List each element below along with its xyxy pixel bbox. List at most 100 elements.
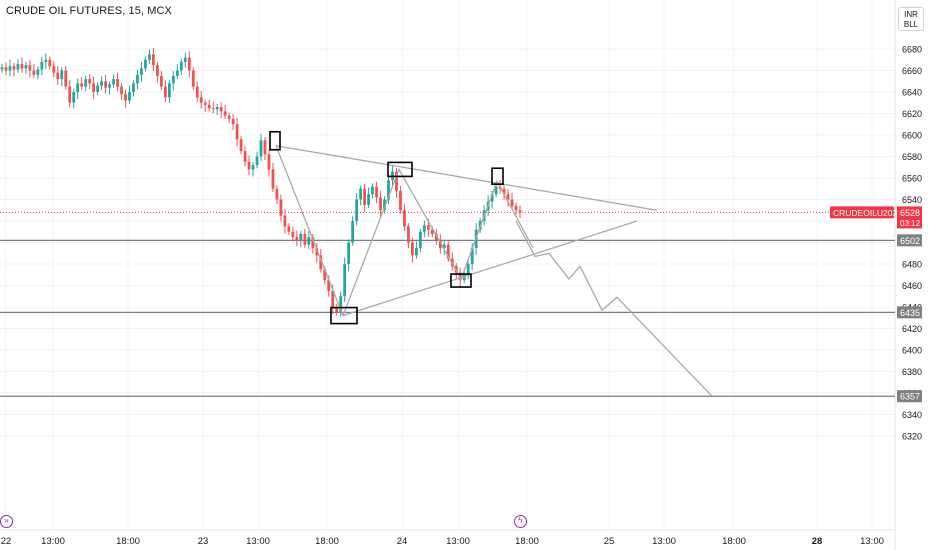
candle-body [64,70,68,87]
candle-body [24,65,28,69]
y-tick-label: 6560 [902,174,922,184]
candle-body [339,296,343,313]
candle-body [207,104,211,109]
candle-body [159,75,163,87]
candle-body [363,188,366,205]
currency-unit-button[interactable]: INR BLL [898,7,924,31]
candle-body [399,190,402,211]
candle-body [100,81,104,86]
candle-body [415,247,418,256]
candle-body [271,169,275,189]
candle-body [446,244,450,259]
x-tick-label: 24 [397,536,408,547]
level-price-tag [897,234,922,247]
candle-body [187,57,191,71]
candle-body [84,79,88,87]
level-price-tag [897,306,922,319]
candle-body [128,92,131,101]
candle-body [375,186,378,198]
x-tick-label: 22 [1,536,12,547]
candle-body [179,61,183,71]
candle-body [411,242,414,256]
candle-body [195,86,199,98]
pivot-high-2-box [387,161,413,178]
candle-body [502,188,506,195]
level-price-tag-label: 6502 [900,236,920,246]
candle-body [407,226,410,243]
candle-body [76,83,80,92]
candle-body [239,139,243,152]
candle-body [215,107,219,110]
candle-body [343,264,347,297]
current-price-tag [897,206,922,229]
candle-body [219,107,223,112]
candle-body [255,156,259,166]
level-price-tag-label: 6435 [900,308,920,318]
candle-body [506,194,510,200]
candle-body [510,199,514,206]
pivot-high-3-box [491,167,504,186]
x-tick-label: 13:00 [41,536,65,547]
y-tick-label: 6320 [902,432,922,442]
lightning-icon[interactable]: ϟ [514,515,527,528]
candle-body [518,210,522,213]
pivot-low-2-box [450,273,472,288]
candle-body [379,197,382,211]
candle-body [211,108,215,110]
candle-body [80,83,84,87]
pivot-high-1-box [269,130,281,151]
x-tick-label: 18:00 [722,536,746,547]
y-tick-label: 6600 [902,131,922,141]
y-tick-label: 6540 [902,195,922,205]
candle-body [283,215,287,227]
x-tick-label: 13:00 [246,536,270,547]
double-chevron-icon[interactable]: » [0,515,13,528]
candle-body [490,194,494,202]
candle-body [92,83,96,92]
countdown-label: 03:12 [900,219,921,228]
candle-body [418,231,422,248]
y-tick-label: 6680 [902,45,922,55]
chart-title: CRUDE OIL FUTURES, 15, MCX [6,5,172,17]
candle-body [0,67,4,70]
candle-body [163,86,167,98]
x-tick-label: 13:00 [860,536,884,547]
candle-body [20,64,24,69]
candle-body [28,65,32,71]
candle-body [438,240,442,248]
candle-body [347,242,351,264]
candle-body [56,72,60,80]
candle-body [466,264,470,275]
x-tick-label: 25 [604,536,615,547]
candle-body [494,186,498,195]
candle-body [167,83,171,98]
candle-body [108,84,111,88]
candle-body [152,54,155,66]
candle-body [32,70,36,75]
y-tick-label: 6460 [902,281,922,291]
y-tick-label: 6640 [902,88,922,98]
candle-body [267,154,271,170]
candle-body [183,57,187,62]
candle-body [430,229,434,234]
candle-body [16,64,20,70]
candle-body [156,65,159,76]
candle-body [295,237,299,241]
candle-body [311,237,315,248]
candle-body [331,290,335,307]
candle-body [351,221,355,243]
candle-body [291,231,295,238]
candle-body [8,66,12,71]
candle-body [395,171,398,191]
candle-body [279,199,283,216]
x-tick-label: 13:00 [446,536,470,547]
x-tick-label: 18:00 [315,536,339,547]
candle-body [116,79,119,87]
candle-body [434,233,438,241]
zigzag-pattern [275,145,534,318]
candle-body [315,247,319,256]
candle-body [403,210,406,227]
level-price-tag-label: 6357 [900,392,920,402]
y-tick-label: 6480 [902,260,922,270]
